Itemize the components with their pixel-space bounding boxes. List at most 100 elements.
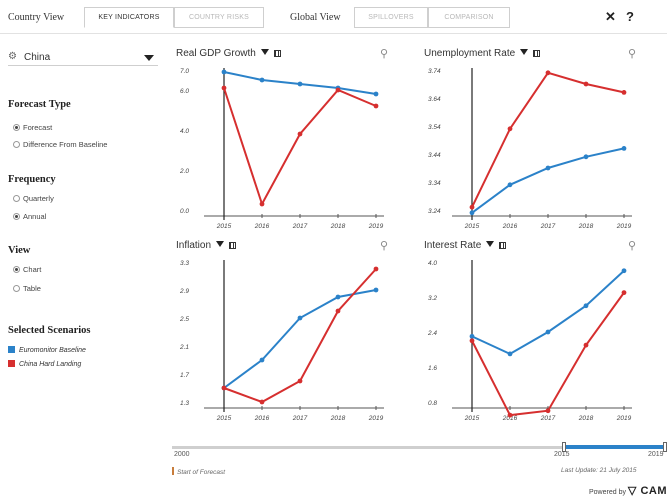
radio-on-icon (13, 213, 20, 220)
radio-table[interactable]: Table (13, 284, 41, 293)
x-tick-label: 2019 (616, 415, 632, 422)
data-point (221, 69, 227, 75)
legend-label: China Hard Landing (19, 361, 82, 368)
x-tick-label: 2019 (616, 223, 632, 230)
data-point (259, 201, 265, 207)
dropdown-icon[interactable] (216, 241, 225, 247)
chart-interest-rate: Interest Rate ⚲ 4.0 3.2 2.4 1.6 0.8 2015 2016 2… (420, 240, 648, 424)
y-tick-label: 0.0 (180, 208, 189, 215)
x-tick-label: 2017 (292, 415, 308, 422)
help-icon[interactable]: ? (626, 9, 634, 24)
radio-off-icon (13, 141, 20, 148)
tab-country-risks[interactable]: COUNTRY RISKS (174, 7, 264, 28)
data-point (621, 146, 627, 151)
chevron-down-icon (144, 55, 154, 61)
data-point (545, 70, 551, 76)
timeline-handle-start[interactable] (562, 442, 566, 452)
globe-icon: ⚙ (8, 51, 17, 62)
chart-title: Real GDP Growth (176, 48, 281, 59)
dropdown-icon[interactable] (260, 49, 269, 55)
radio-on-icon (13, 124, 20, 131)
zoom-icon[interactable]: ⚲ (379, 240, 388, 252)
chart-real-gdp-growth: Real GDP Growth ⚲ 7.0 6.0 4.0 2.0 0.0 2015 201… (172, 48, 400, 232)
y-tick-label: 2.9 (179, 288, 189, 295)
zoom-icon[interactable]: ⚲ (379, 48, 388, 60)
country-view-label[interactable]: Country View (8, 12, 65, 23)
radio-label: Table (23, 284, 41, 293)
table-icon[interactable] (273, 50, 281, 57)
data-point (259, 77, 265, 83)
timeline-track[interactable] (172, 446, 667, 449)
x-tick-label: 2018 (330, 223, 346, 230)
data-point (545, 408, 551, 414)
tab-key-indicators[interactable]: KEY INDICATORS (84, 7, 174, 28)
series-line (471, 270, 625, 355)
data-point (373, 91, 379, 97)
chart-unemployment-rate: Unemployment Rate ⚲ 3.74 3.64 3.54 3.44 3.34… (420, 48, 648, 232)
data-point (335, 87, 341, 93)
zoom-icon[interactable]: ⚲ (627, 240, 636, 252)
zoom-icon[interactable]: ⚲ (627, 48, 636, 60)
x-tick-label: 2015 (216, 415, 232, 422)
series-line (471, 292, 625, 417)
data-point (507, 182, 513, 188)
x-tick-label: 2017 (540, 415, 556, 422)
radio-label: Chart (23, 265, 42, 274)
table-icon[interactable] (533, 50, 541, 57)
view-title: View (8, 245, 31, 256)
tab-spillovers[interactable]: SPILLOVERS (354, 7, 428, 28)
legend-swatch-blue (8, 346, 15, 353)
data-point (507, 412, 513, 418)
radio-quarterly[interactable]: Quarterly (13, 194, 54, 203)
global-view-label[interactable]: Global View (290, 12, 341, 23)
x-tick-label: 2016 (254, 415, 270, 422)
top-bar: Country View KEY INDICATORS COUNTRY RISK… (0, 0, 667, 34)
country-dropdown[interactable]: ⚙ China (8, 50, 158, 66)
x-tick-label: 2019 (368, 223, 384, 230)
dropdown-icon[interactable] (520, 49, 529, 55)
timeline-start-label: 2000 (174, 451, 190, 458)
frequency-title: Frequency (8, 174, 56, 185)
sidebar: ⚙ China Forecast Type Forecast Differenc… (0, 34, 165, 414)
x-tick-label: 2016 (254, 223, 270, 230)
forecast-type-title: Forecast Type (8, 99, 71, 110)
data-point (621, 90, 627, 95)
brand-text: CAM (640, 485, 667, 497)
data-point (373, 103, 379, 109)
radio-difference-from-baseline[interactable]: Difference From Baseline (13, 140, 107, 149)
dropdown-icon[interactable] (486, 241, 495, 247)
chart-title: Unemployment Rate (424, 48, 541, 59)
y-tick-label: 3.74 (428, 68, 441, 75)
y-tick-label: 6.0 (180, 88, 189, 95)
data-point (297, 81, 303, 87)
legend-baseline: Euromonitor Baseline (8, 346, 86, 354)
tab-comparison[interactable]: COMPARISON (428, 7, 510, 28)
y-tick-label: 0.8 (428, 400, 437, 407)
series-line (223, 87, 377, 207)
table-icon[interactable] (229, 242, 237, 249)
data-point (297, 131, 303, 137)
x-tick-label: 2017 (292, 223, 308, 230)
x-tick-label: 2018 (578, 415, 594, 422)
data-point (583, 303, 589, 309)
x-tick-label: 2015 (216, 223, 232, 230)
timeline-slider[interactable]: 2000 2015 2019 Start of Forecast Last Up… (172, 438, 667, 478)
radio-chart[interactable]: Chart (13, 265, 41, 274)
data-point (469, 210, 475, 216)
selected-scenarios-title: Selected Scenarios (8, 325, 91, 336)
close-icon[interactable]: ✕ (605, 9, 616, 24)
chart-plot: 4.0 3.2 2.4 1.6 0.8 2015 2016 2017 2018 2019 (427, 260, 632, 422)
x-tick-label: 2017 (540, 223, 556, 230)
table-icon[interactable] (499, 242, 507, 249)
radio-off-icon (13, 195, 20, 202)
y-tick-label: 3.34 (428, 180, 441, 187)
data-point (335, 308, 341, 314)
radio-forecast[interactable]: Forecast (13, 123, 52, 132)
series-line (223, 289, 377, 389)
radio-annual[interactable]: Annual (13, 212, 46, 221)
timeline-selection[interactable] (564, 445, 667, 449)
chart-plot: 3.3 2.9 2.5 2.1 1.7 1.3 2015 2016 2017 2018 2019 (179, 260, 384, 422)
data-point (621, 290, 627, 296)
chart-inflation: Inflation ⚲ 3.3 2.9 2.5 2.1 1.7 1.3 2015 2016 20… (172, 240, 400, 424)
y-tick-label: 3.44 (428, 152, 441, 159)
